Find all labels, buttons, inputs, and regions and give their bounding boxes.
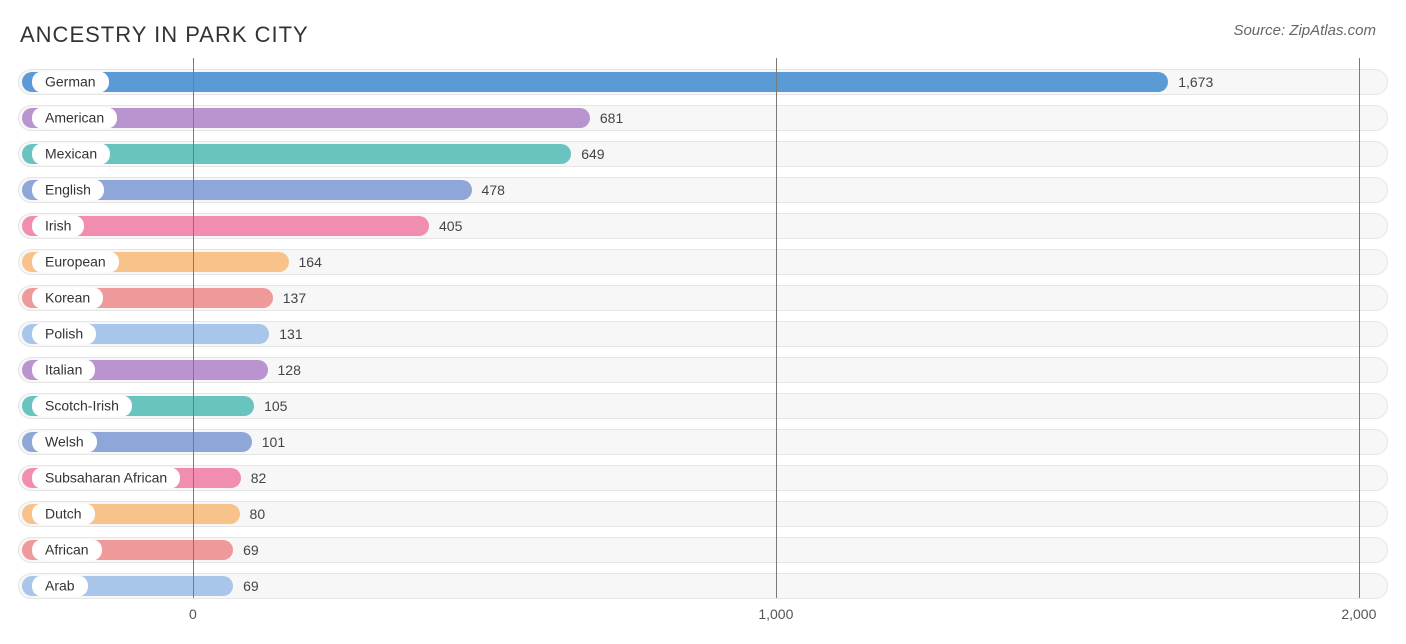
bar-value: 82	[251, 470, 267, 486]
bar-value: 649	[581, 146, 604, 162]
bar-label-pill: Dutch	[32, 504, 95, 525]
bar-value: 69	[243, 542, 259, 558]
bar-value: 69	[243, 578, 259, 594]
bar-row: German 1,673	[18, 66, 1388, 98]
bar-label-pill: European	[32, 252, 119, 273]
bar-row: European 164	[18, 246, 1388, 278]
bar-row: American 681	[18, 102, 1388, 134]
bar-label-pill: Subsaharan African	[32, 468, 180, 489]
bar-row: Scotch-Irish 105	[18, 390, 1388, 422]
bar-value: 80	[250, 506, 266, 522]
bar-label-pill: Arab	[32, 576, 88, 597]
bar-value: 101	[262, 434, 285, 450]
bar-value: 128	[278, 362, 301, 378]
bar-row: Welsh 101	[18, 426, 1388, 458]
bar-label-pill: Mexican	[32, 144, 110, 165]
bar-value: 478	[482, 182, 505, 198]
bar-value: 681	[600, 110, 623, 126]
bar-row: African 69	[18, 534, 1388, 566]
chart-title: ANCESTRY IN PARK CITY	[20, 22, 1388, 48]
bar-fill	[22, 72, 1168, 92]
bar-label-pill: Italian	[32, 360, 95, 381]
bar-label-pill: Irish	[32, 216, 84, 237]
bar-row: Subsaharan African 82	[18, 462, 1388, 494]
bar-label-pill: Polish	[32, 324, 96, 345]
bar-value: 105	[264, 398, 287, 414]
bar-label-pill: German	[32, 72, 109, 93]
plot-area: German 1,673 American 681 Mexican 649 English 4…	[18, 66, 1388, 626]
bar-value: 137	[283, 290, 306, 306]
bar-label-pill: American	[32, 108, 117, 129]
bar-value: 164	[299, 254, 322, 270]
bar-row: Dutch 80	[18, 498, 1388, 530]
tick-label: 2,000	[1341, 606, 1376, 622]
bar-label-pill: Welsh	[32, 432, 97, 453]
bar-value: 1,673	[1178, 74, 1213, 90]
bar-label-pill: Scotch-Irish	[32, 396, 132, 417]
bar-label-pill: Korean	[32, 288, 103, 309]
bar-label-pill: English	[32, 180, 104, 201]
bar-row: Korean 137	[18, 282, 1388, 314]
bars-container: German 1,673 American 681 Mexican 649 English 4…	[18, 66, 1388, 606]
tick-label: 1,000	[758, 606, 793, 622]
tick-label: 0	[189, 606, 197, 622]
chart-source: Source: ZipAtlas.com	[1233, 22, 1376, 39]
bar-row: Polish 131	[18, 318, 1388, 350]
bar-row: English 478	[18, 174, 1388, 206]
bar-value: 405	[439, 218, 462, 234]
ancestry-chart: ANCESTRY IN PARK CITY Source: ZipAtlas.c…	[0, 0, 1406, 644]
bar-row: Italian 128	[18, 354, 1388, 386]
bar-label-pill: African	[32, 540, 102, 561]
bar-row: Irish 405	[18, 210, 1388, 242]
bar-row: Mexican 649	[18, 138, 1388, 170]
bar-value: 131	[279, 326, 302, 342]
x-axis: 0 1,000 2,000	[18, 598, 1388, 626]
